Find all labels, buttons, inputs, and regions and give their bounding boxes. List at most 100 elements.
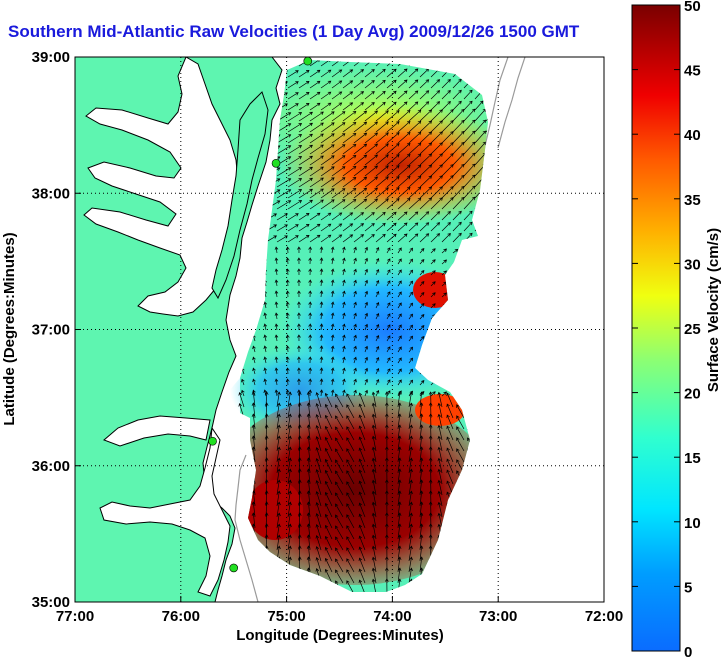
velocity-vector [342, 356, 346, 364]
velocity-vector [274, 378, 279, 386]
velocity-vector [285, 345, 290, 353]
colorbar-tick-label: 25 [684, 321, 701, 338]
velocity-vector [446, 414, 454, 430]
velocity-vector [330, 345, 335, 353]
velocity-vector [463, 152, 476, 166]
velocity-vector [375, 132, 389, 144]
velocity-vector [419, 324, 425, 331]
velocity-vector [298, 235, 310, 243]
velocity-vector [276, 213, 288, 221]
velocity-vector [263, 323, 268, 331]
velocity-vector [437, 479, 443, 496]
velocity-vector [408, 324, 414, 331]
x-tick-label: 76:00 [162, 608, 200, 625]
velocity-vector [353, 69, 365, 78]
velocity-vector [353, 367, 357, 375]
velocity-vector [309, 111, 324, 122]
velocity-vector [346, 492, 355, 507]
velocity-vector [386, 379, 391, 386]
velocity-vector [430, 281, 436, 287]
velocity-vector [297, 312, 301, 320]
velocity-vector [408, 280, 414, 287]
velocity-vector [419, 142, 433, 155]
velocity-vector [386, 233, 397, 243]
velocity-vector [320, 144, 335, 155]
velocity-vector [252, 378, 256, 386]
velocity-vector [335, 525, 344, 540]
velocity-vector [463, 196, 476, 210]
velocity-vector [375, 90, 386, 100]
velocity-vector [408, 479, 413, 496]
velocity-vector [287, 545, 292, 562]
velocity-vector [335, 569, 344, 584]
velocity-vector [346, 393, 355, 408]
velocity-vector [437, 490, 443, 507]
velocity-vector [319, 279, 324, 287]
velocity-vector [331, 188, 346, 199]
velocity-vector [276, 134, 292, 144]
velocity-vector [346, 448, 355, 463]
eastern-shore [211, 91, 269, 300]
velocity-vector [308, 356, 313, 364]
velocity-vector [386, 154, 400, 166]
velocity-vector [324, 458, 333, 474]
velocity-vector [263, 345, 268, 353]
velocity-vector [386, 211, 397, 221]
bathymetry-contour [497, 57, 526, 149]
velocity-vector [364, 334, 369, 342]
albemarle-sound [103, 415, 211, 447]
velocity-vector [375, 312, 380, 320]
velocity-vector [397, 269, 402, 276]
velocity-vector [408, 357, 414, 364]
velocity-vector [419, 79, 430, 89]
velocity-vector [386, 280, 391, 287]
velocity-vector [430, 175, 443, 188]
velocity-vector [430, 90, 441, 100]
velocity-vector [287, 167, 303, 177]
velocity-vector [364, 110, 379, 122]
velocity-vector [408, 457, 413, 474]
velocity-vector [319, 356, 324, 364]
velocity-vector [309, 144, 324, 155]
velocity-vector [353, 198, 368, 210]
velocity-vector [397, 567, 402, 584]
velocity-vector [276, 435, 281, 452]
velocity-vector [315, 414, 322, 430]
velocity-vector [371, 534, 377, 551]
velocity-vector [331, 144, 346, 155]
velocity-vector [446, 447, 454, 463]
velocity-vector [319, 323, 324, 331]
velocity-vector [287, 435, 292, 452]
velocity-vector [358, 403, 366, 419]
velocity-vector [430, 391, 436, 397]
velocity-vector [364, 223, 375, 232]
velocity-vector [319, 334, 324, 342]
velocity-vector [397, 446, 402, 463]
velocity-vector [375, 334, 380, 342]
velocity-vector [342, 378, 346, 386]
radar-station-marker [229, 563, 238, 573]
velocity-vector [276, 523, 281, 540]
velocity-vector [315, 392, 322, 408]
velocity-vector [419, 247, 425, 254]
velocity-vector [285, 257, 290, 265]
velocity-vector [274, 257, 279, 265]
map-title: Southern Mid-Atlantic Raw Velocities (1 … [8, 22, 580, 41]
velocity-vector [287, 479, 292, 496]
radar-station-marker [303, 56, 313, 66]
velocity-vector [263, 356, 268, 364]
velocity-vector [419, 101, 430, 111]
colorbar-tick-label: 50 [684, 0, 701, 15]
velocity-vector [335, 426, 344, 441]
velocity-vector [364, 69, 375, 78]
velocity-vector [419, 379, 425, 386]
velocity-vector [397, 222, 408, 232]
velocity-vector [287, 134, 303, 144]
velocity-vector [397, 291, 402, 298]
velocity-vector [342, 246, 346, 254]
velocity-vector [386, 222, 397, 232]
velocity-vector [315, 546, 322, 562]
velocity-vector [397, 211, 408, 221]
velocity-vector [375, 268, 380, 276]
velocity-vector [353, 132, 368, 144]
